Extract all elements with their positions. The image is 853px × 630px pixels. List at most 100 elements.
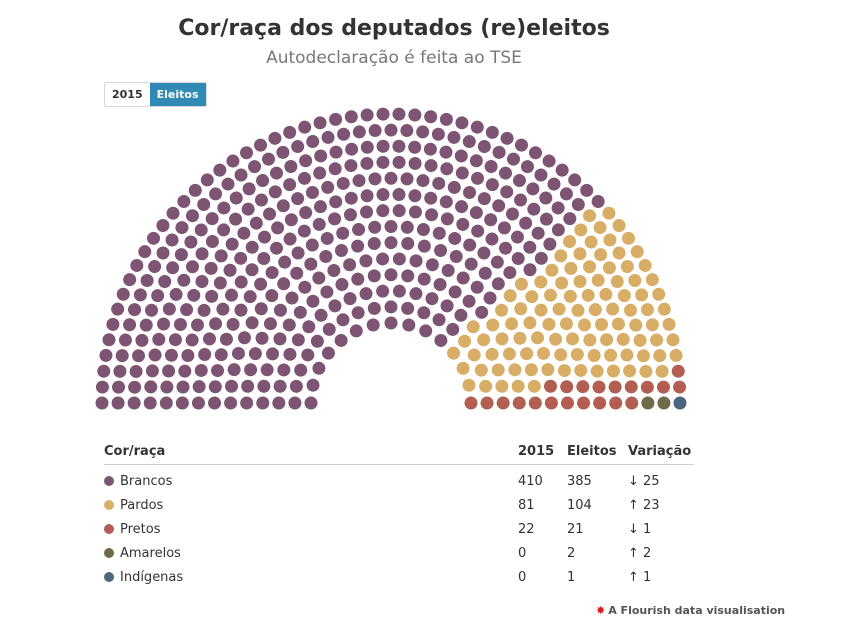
seat-pardos[interactable]	[466, 320, 480, 334]
seat-brancos[interactable]	[224, 396, 238, 410]
seat-brancos[interactable]	[166, 261, 180, 275]
seat-brancos[interactable]	[314, 149, 328, 163]
seat-pardos[interactable]	[541, 363, 555, 377]
seat-brancos[interactable]	[244, 363, 258, 377]
seat-brancos[interactable]	[306, 294, 320, 308]
seat-amarelos[interactable]	[641, 396, 655, 410]
seat-brancos[interactable]	[534, 251, 548, 265]
seat-brancos[interactable]	[477, 140, 491, 154]
seat-brancos[interactable]	[320, 285, 334, 299]
seat-brancos[interactable]	[242, 182, 256, 196]
seat-pardos[interactable]	[495, 303, 509, 317]
seat-brancos[interactable]	[283, 125, 297, 139]
seat-brancos[interactable]	[491, 277, 505, 291]
seat-brancos[interactable]	[384, 316, 398, 330]
seat-brancos[interactable]	[440, 212, 454, 226]
seat-brancos[interactable]	[130, 258, 144, 272]
seat-brancos[interactable]	[469, 154, 483, 168]
seat-brancos[interactable]	[209, 187, 223, 201]
seat-pardos[interactable]	[640, 303, 654, 317]
seat-brancos[interactable]	[384, 220, 398, 234]
seat-pardos[interactable]	[571, 303, 585, 317]
seat-pardos[interactable]	[477, 333, 491, 347]
seat-brancos[interactable]	[368, 172, 382, 186]
seat-pardos[interactable]	[564, 261, 578, 275]
seat-pardos[interactable]	[537, 346, 551, 360]
seat-pretos[interactable]	[496, 396, 510, 410]
seat-brancos[interactable]	[327, 263, 341, 277]
seat-pardos[interactable]	[602, 206, 616, 220]
seat-brancos[interactable]	[112, 380, 126, 394]
seat-brancos[interactable]	[306, 135, 320, 149]
seat-brancos[interactable]	[503, 266, 517, 280]
seat-brancos[interactable]	[539, 191, 553, 205]
seat-brancos[interactable]	[359, 287, 373, 301]
seat-brancos[interactable]	[185, 333, 199, 347]
seat-brancos[interactable]	[111, 396, 125, 410]
seat-brancos[interactable]	[485, 178, 499, 192]
seat-pardos[interactable]	[554, 348, 568, 362]
seat-brancos[interactable]	[321, 180, 335, 194]
seat-pardos[interactable]	[523, 316, 537, 330]
seat-brancos[interactable]	[176, 380, 190, 394]
seat-brancos[interactable]	[313, 200, 327, 214]
seat-pardos[interactable]	[645, 273, 659, 287]
seat-brancos[interactable]	[400, 124, 414, 138]
seat-brancos[interactable]	[305, 238, 319, 252]
seat-pardos[interactable]	[603, 233, 617, 247]
seat-pardos[interactable]	[502, 347, 516, 361]
seat-brancos[interactable]	[384, 300, 398, 314]
seat-brancos[interactable]	[168, 333, 182, 347]
seat-pardos[interactable]	[591, 273, 605, 287]
seat-brancos[interactable]	[152, 332, 166, 346]
seat-brancos[interactable]	[329, 112, 343, 126]
seat-pretos[interactable]	[512, 396, 526, 410]
seat-brancos[interactable]	[408, 156, 422, 170]
seat-brancos[interactable]	[469, 206, 483, 220]
seat-brancos[interactable]	[177, 194, 191, 208]
seat-brancos[interactable]	[299, 154, 313, 168]
seat-brancos[interactable]	[294, 363, 308, 377]
seat-brancos[interactable]	[298, 280, 312, 294]
seat-pardos[interactable]	[617, 289, 631, 303]
toggle-eleitos-button[interactable]: Eleitos	[149, 83, 206, 106]
seat-pretos[interactable]	[544, 379, 558, 393]
seat-brancos[interactable]	[512, 174, 526, 188]
seat-brancos[interactable]	[322, 322, 336, 336]
seat-pardos[interactable]	[514, 277, 528, 291]
seat-brancos[interactable]	[224, 288, 238, 302]
seat-brancos[interactable]	[328, 299, 342, 313]
seat-brancos[interactable]	[510, 230, 524, 244]
seat-brancos[interactable]	[534, 168, 548, 182]
seat-brancos[interactable]	[547, 177, 561, 191]
seat-brancos[interactable]	[337, 127, 351, 141]
seat-brancos[interactable]	[151, 289, 165, 303]
seat-brancos[interactable]	[439, 112, 453, 126]
seat-brancos[interactable]	[464, 257, 478, 271]
seat-brancos[interactable]	[174, 248, 188, 262]
seat-brancos[interactable]	[177, 273, 191, 287]
seat-pardos[interactable]	[514, 302, 528, 316]
seat-brancos[interactable]	[580, 183, 594, 197]
seat-brancos[interactable]	[148, 348, 162, 362]
seat-pardos[interactable]	[511, 379, 525, 393]
seat-brancos[interactable]	[514, 138, 528, 152]
seat-pardos[interactable]	[545, 263, 559, 277]
seat-brancos[interactable]	[270, 241, 284, 255]
seat-brancos[interactable]	[360, 189, 374, 203]
seat-brancos[interactable]	[266, 347, 280, 361]
seat-pardos[interactable]	[606, 302, 620, 316]
seat-brancos[interactable]	[344, 110, 358, 124]
seat-brancos[interactable]	[224, 379, 238, 393]
seat-brancos[interactable]	[145, 303, 158, 317]
seat-brancos[interactable]	[319, 249, 333, 263]
seat-brancos[interactable]	[328, 212, 342, 226]
seat-brancos[interactable]	[432, 313, 446, 327]
seat-brancos[interactable]	[204, 261, 218, 275]
seat-pardos[interactable]	[628, 274, 642, 288]
seat-brancos[interactable]	[376, 252, 390, 266]
seat-pardos[interactable]	[554, 249, 568, 263]
seat-pardos[interactable]	[566, 332, 580, 346]
seat-brancos[interactable]	[434, 333, 448, 347]
seat-brancos[interactable]	[187, 288, 201, 302]
